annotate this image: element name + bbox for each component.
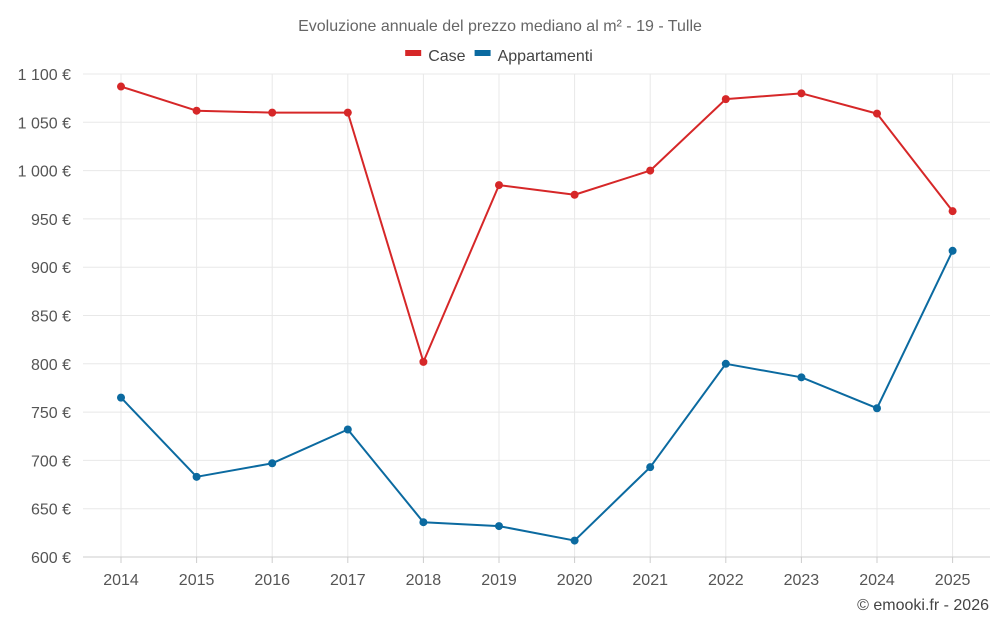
data-point-appartamenti-2017 — [343, 425, 352, 434]
legend: Case Appartamenti — [405, 48, 593, 65]
legend-label: Appartamenti — [498, 48, 593, 65]
y-tick-label: 650 € — [31, 502, 71, 519]
x-tick-label: 2017 — [330, 572, 366, 589]
y-tick-label: 900 € — [31, 260, 71, 277]
grid — [83, 73, 990, 557]
chart-title: Evoluzione annuale del prezzo mediano al… — [298, 18, 702, 35]
data-point-case-2022 — [721, 95, 730, 104]
data-point-appartamenti-2024 — [873, 404, 881, 413]
series-group — [117, 82, 957, 545]
data-point-case-2023 — [797, 89, 806, 98]
legend-item-appartamenti: Appartamenti — [474, 48, 593, 65]
data-point-case-2016 — [268, 108, 277, 117]
data-point-appartamenti-2025 — [948, 246, 957, 255]
x-tick-label: 2020 — [557, 572, 593, 589]
y-tick-label: 1 000 € — [18, 164, 71, 181]
data-point-appartamenti-2018 — [419, 518, 428, 527]
x-tick-label: 2015 — [179, 572, 215, 589]
legend-item-case: Case — [405, 48, 466, 65]
series-appartamenti — [117, 246, 957, 545]
data-point-appartamenti-2016 — [268, 459, 277, 468]
data-point-case-2014 — [117, 82, 125, 91]
data-point-appartamenti-2014 — [117, 393, 125, 402]
data-point-case-2017 — [343, 108, 352, 117]
data-point-case-2020 — [570, 190, 579, 199]
series-line-appartamenti — [120, 250, 954, 542]
x-tick-label: 2025 — [935, 572, 971, 589]
data-point-case-2019 — [495, 181, 503, 190]
legend-label: Case — [428, 48, 465, 65]
y-tick-label: 1 050 € — [18, 115, 71, 132]
data-point-appartamenti-2023 — [797, 373, 806, 382]
series-line-case — [120, 85, 954, 363]
x-tick-label: 2014 — [103, 572, 139, 589]
data-point-appartamenti-2020 — [570, 536, 579, 545]
data-point-appartamenti-2022 — [721, 359, 730, 368]
y-tick-label: 700 € — [31, 453, 71, 470]
y-tick-label: 750 € — [31, 405, 71, 422]
series-case — [117, 82, 957, 366]
data-point-case-2018 — [419, 357, 428, 366]
credit-text: © emooki.fr - 2026 — [857, 597, 989, 614]
data-point-case-2015 — [192, 106, 201, 115]
y-tick-label: 950 € — [31, 212, 71, 229]
data-point-appartamenti-2015 — [192, 472, 201, 481]
y-tick-label: 600 € — [31, 550, 71, 567]
x-tick-label: 2023 — [784, 572, 820, 589]
x-tick-label: 2022 — [708, 572, 744, 589]
x-tick-label: 2024 — [859, 572, 895, 589]
y-tick-label: 850 € — [31, 309, 71, 326]
x-tick-label: 2019 — [481, 572, 517, 589]
x-tick-label: 2018 — [406, 572, 442, 589]
data-point-case-2024 — [873, 109, 881, 118]
data-point-case-2021 — [646, 166, 655, 175]
y-tick-label: 1 100 € — [18, 67, 71, 84]
legend-swatch — [405, 50, 422, 56]
x-tick-label: 2016 — [254, 572, 290, 589]
y-tick-label: 800 € — [31, 357, 71, 374]
legend-swatch — [474, 50, 491, 56]
data-point-appartamenti-2021 — [646, 463, 655, 472]
data-point-case-2025 — [948, 207, 957, 216]
data-point-appartamenti-2019 — [495, 522, 503, 531]
x-tick-label: 2021 — [632, 572, 668, 589]
axes: 600 € 650 € 700 € 750 € 800 € 850 € 900 € 950 €… — [18, 67, 990, 589]
